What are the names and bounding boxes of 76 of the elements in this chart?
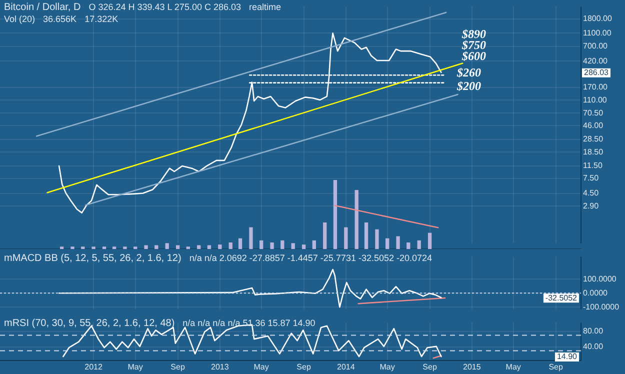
annotation: O 326.24 H 339.43 L 275.00 C 286.03 (88, 2, 241, 12)
y-tick-label: 420.00 (583, 56, 608, 66)
y-tick-label: 0.0000 (583, 288, 608, 298)
x-tick-label: May (506, 362, 521, 372)
bar (333, 180, 338, 249)
bar (396, 236, 400, 249)
bar (176, 245, 180, 249)
series-label: $260 (456, 65, 481, 80)
x-tick-label: 2015 (463, 362, 482, 372)
annotation: 14.90 (556, 352, 578, 362)
x-tick-label: 2014 (337, 362, 356, 372)
y-tick-label: 100.0000 (583, 274, 617, 284)
x-tick-label: Sep (548, 362, 564, 372)
annotation: 36.656K (43, 14, 77, 24)
y-tick-label: -100.0000 (583, 302, 620, 312)
y-tick-label: 70.50 (583, 108, 604, 118)
x-tick-label: 2013 (211, 362, 230, 372)
bar (344, 227, 348, 249)
bar (375, 229, 379, 249)
y-tick-label: 80.00 (583, 326, 604, 336)
y-tick-label: 18.50 (583, 147, 604, 156)
bar (364, 222, 368, 249)
x-tick-label: May (380, 362, 395, 372)
annotation: $890 (462, 27, 486, 41)
bar (312, 240, 316, 249)
annotation: $600 (462, 49, 486, 63)
bar (354, 190, 358, 249)
y-tick-label: 170.00 (583, 82, 608, 92)
y-tick-label: 46.00 (583, 120, 604, 130)
series-label: $200 (456, 78, 481, 93)
y-tick-label: 40.00 (583, 342, 604, 352)
bar (197, 245, 201, 249)
bar (323, 222, 327, 249)
annotation: -32.5052 (545, 293, 578, 302)
y-tick-label: 2.90 (583, 201, 600, 210)
bar (417, 240, 421, 249)
annotation: n/a n/a 2.0692 -27.8857 -1.4457 -25.7731 -32.5052 -20.0724 (189, 253, 432, 263)
bar (406, 242, 410, 249)
x-tick-label: May (128, 362, 143, 372)
x-tick-label: Sep (170, 362, 186, 372)
y-tick-label: 4.50 (583, 188, 600, 198)
annotation: 17.322K (84, 14, 118, 24)
y-tick-label: 1800.00 (583, 14, 612, 24)
y-tick-label: 1100.00 (583, 28, 612, 38)
bar (291, 243, 295, 249)
bar (207, 245, 212, 249)
bar (270, 242, 274, 249)
x-tick-label: May (254, 362, 269, 372)
bar (154, 245, 158, 249)
y-tick-label: 11.50 (583, 161, 603, 170)
bar (386, 238, 390, 249)
y-tick-label: 28.50 (583, 134, 604, 144)
y-tick-label: 110.00 (583, 95, 608, 104)
bar (280, 240, 284, 249)
bar (238, 238, 242, 249)
bar (302, 244, 306, 249)
chart-title: Bitcoin / Dollar, D (4, 2, 81, 13)
y-tick-label: 700.00 (583, 42, 608, 51)
annotation: realtime (249, 2, 282, 12)
bar (249, 227, 253, 249)
bar (228, 242, 232, 249)
bar (165, 243, 169, 249)
y-tick-label: 7.50 (583, 174, 600, 183)
x-tick-label: Sep (296, 362, 312, 372)
x-tick-label: Sep (422, 362, 438, 372)
bar (260, 240, 264, 249)
bar (428, 232, 432, 249)
annotation: Vol (20) (4, 14, 36, 24)
text: 286.03 (584, 68, 610, 78)
x-tick-label: 2012 (84, 362, 104, 372)
annotation: $750 (462, 38, 486, 52)
annotation: n/a n/a n/a n/a 51.36 15.87 14.90 (182, 318, 316, 328)
bar (218, 244, 222, 249)
chart-title: mMACD BB (5, 12, 5, 55, 26, 2, 1.6, 12) (4, 253, 182, 264)
bar (144, 245, 148, 249)
chart-title: mRSI (70, 30, 9, 55, 26, 2, 1.6, 12, 48) (4, 318, 175, 329)
